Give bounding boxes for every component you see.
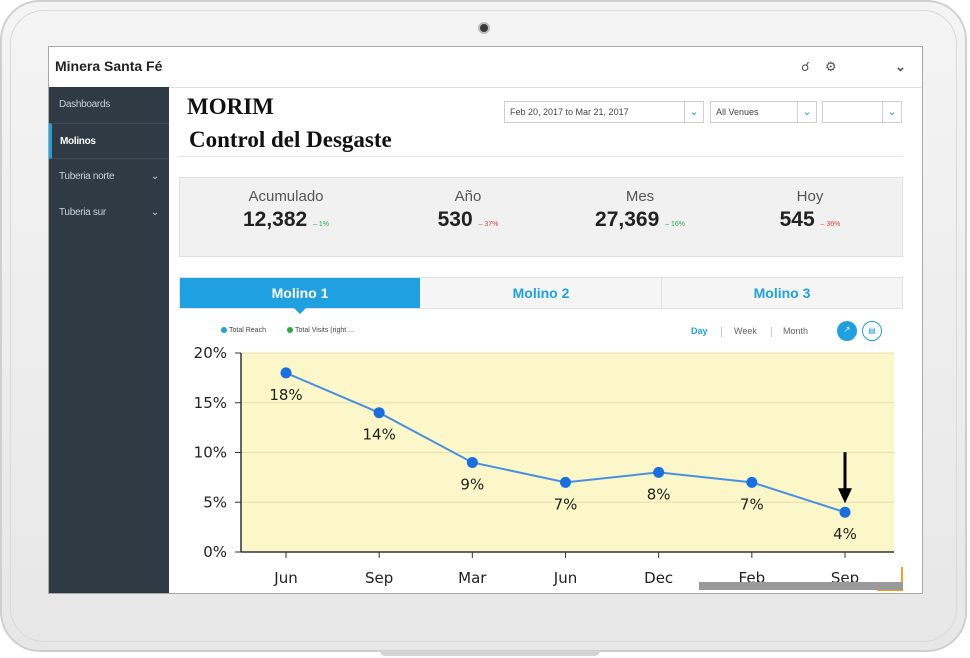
tab-molino-2[interactable]: Molino 2 [512, 285, 570, 301]
sidebar-item-label: Tuberia norte [59, 171, 115, 182]
stat-value: 530 – 37% [437, 208, 499, 231]
trend-up-delta: – 1% [313, 221, 330, 228]
period-month[interactable]: Month [783, 326, 809, 336]
data-point [466, 456, 478, 468]
tab-molino-1[interactable]: Molino 1 [180, 278, 420, 314]
y-tick-label: 15% [194, 394, 227, 412]
molino-tabs: Molino 1 Molino 2 Molino 3 [179, 277, 903, 314]
chevron-down-icon: ⌄ [150, 207, 159, 218]
stat-value: 27,369 – 16% [595, 208, 685, 231]
period-day[interactable]: Day [691, 326, 708, 336]
page-subtitle: Control del Desgaste [189, 127, 392, 152]
data-point [746, 476, 758, 488]
date-range-select[interactable]: Feb 20, 2017 to Mar 21, 2017 ⌄ [504, 101, 704, 123]
stats-panel: Acumulado 12,382 – 1% Año 530 – 37% Mes … [179, 177, 903, 257]
webcam [478, 22, 490, 34]
sidebar-item-label: Dashboards [59, 99, 110, 110]
bar-chart-view-icon[interactable]: ▤ [862, 321, 882, 341]
y-tick-label: 0% [203, 543, 227, 561]
x-tick-label: Mar [458, 569, 487, 587]
chevron-down-icon: ⌄ [797, 102, 816, 122]
sidebar-item-tuberia-sur[interactable]: Tuberia sur ⌄ [49, 195, 169, 231]
stat-label: Mes [625, 188, 655, 205]
sidebar: Dashboards Molinos Tuberia norte ⌄ Tuberi… [49, 87, 169, 593]
data-label: 4% [833, 525, 857, 543]
notification-icon[interactable]: ☌ [801, 59, 810, 74]
stat-label: Año [454, 188, 482, 205]
stat-value: 545 – 36% [779, 208, 841, 231]
data-point [653, 466, 665, 478]
x-tick-label: Jun [273, 569, 297, 587]
venue-select[interactable]: All Venues ⌄ [710, 101, 817, 123]
data-label: 14% [362, 426, 395, 444]
sidebar-item-tuberia-norte[interactable]: Tuberia norte ⌄ [49, 159, 169, 195]
stat-label: Hoy [796, 188, 824, 205]
line-chart-view-icon[interactable]: ↗ [837, 321, 857, 341]
trend-down-delta: – 36% [820, 221, 841, 228]
laptop-base [380, 651, 600, 656]
y-tick-label: 20% [194, 345, 227, 362]
stat-value: 12,382 – 1% [242, 208, 330, 231]
stat-hoy: Hoy 545 – 36% [730, 188, 890, 232]
sidebar-item-label: Molinos [60, 136, 96, 147]
top-bar: Minera Santa Fé ☌ ⚙ ⌄ [49, 47, 922, 88]
stat-ano: Año 530 – 37% [388, 188, 548, 232]
page-title: MORIM [187, 94, 274, 119]
sidebar-item-dashboards[interactable]: Dashboards [49, 87, 169, 123]
data-label: 7% [740, 495, 764, 513]
stat-acumulado: Acumulado 12,382 – 1% [206, 188, 366, 232]
data-point [839, 506, 851, 518]
resize-handle [877, 567, 903, 591]
y-tick-label: 5% [203, 493, 227, 511]
period-week[interactable]: Week [734, 326, 757, 336]
chevron-down-icon: ⌄ [684, 102, 703, 122]
gear-icon[interactable]: ⚙ [825, 59, 837, 74]
app-screen: Minera Santa Fé ☌ ⚙ ⌄ Dashboards Molinos… [48, 46, 923, 594]
date-range-value: Feb 20, 2017 to Mar 21, 2017 [510, 107, 629, 117]
data-label: 9% [460, 475, 484, 493]
legend-total-visits: Total Visits (right ... [287, 327, 354, 334]
chevron-down-icon[interactable]: ⌄ [895, 59, 906, 74]
legend-dot [221, 327, 227, 334]
legend-total-reach: Total Reach [221, 327, 266, 334]
data-label: 18% [269, 386, 302, 404]
brand-name: Minera Santa Fé [55, 58, 163, 74]
sidebar-item-molinos[interactable]: Molinos [49, 123, 169, 159]
stat-label: Acumulado [248, 188, 324, 205]
legend-dot [287, 327, 293, 334]
stat-mes: Mes 27,369 – 16% [560, 188, 720, 232]
filter-select[interactable]: ⌄ [822, 101, 902, 123]
sidebar-item-label: Tuberia sur [59, 207, 106, 218]
venue-value: All Venues [716, 107, 759, 117]
x-tick-label: Dec [644, 569, 673, 587]
chevron-down-icon: ⌄ [150, 171, 159, 182]
y-tick-label: 10% [194, 444, 227, 462]
trend-down-delta: – 37% [478, 221, 499, 228]
trend-up-delta: – 16% [665, 221, 685, 228]
data-label: 8% [647, 485, 671, 503]
data-label: 7% [554, 495, 578, 513]
divider [179, 156, 903, 157]
arrow-down-icon [838, 488, 852, 504]
data-point [280, 367, 292, 379]
x-tick-label: Jun [553, 569, 577, 587]
x-tick-label: Sep [365, 569, 393, 587]
data-point [560, 476, 571, 488]
chevron-down-icon: ⌄ [882, 102, 901, 122]
data-point [373, 407, 385, 419]
line-chart: 0%5%10%15%20%Jun Sep Mar Jun Dec Feb Sep18%14%… [194, 345, 894, 587]
horizontal-scrollbar[interactable] [699, 582, 903, 590]
tab-molino-3[interactable]: Molino 3 [753, 285, 811, 301]
